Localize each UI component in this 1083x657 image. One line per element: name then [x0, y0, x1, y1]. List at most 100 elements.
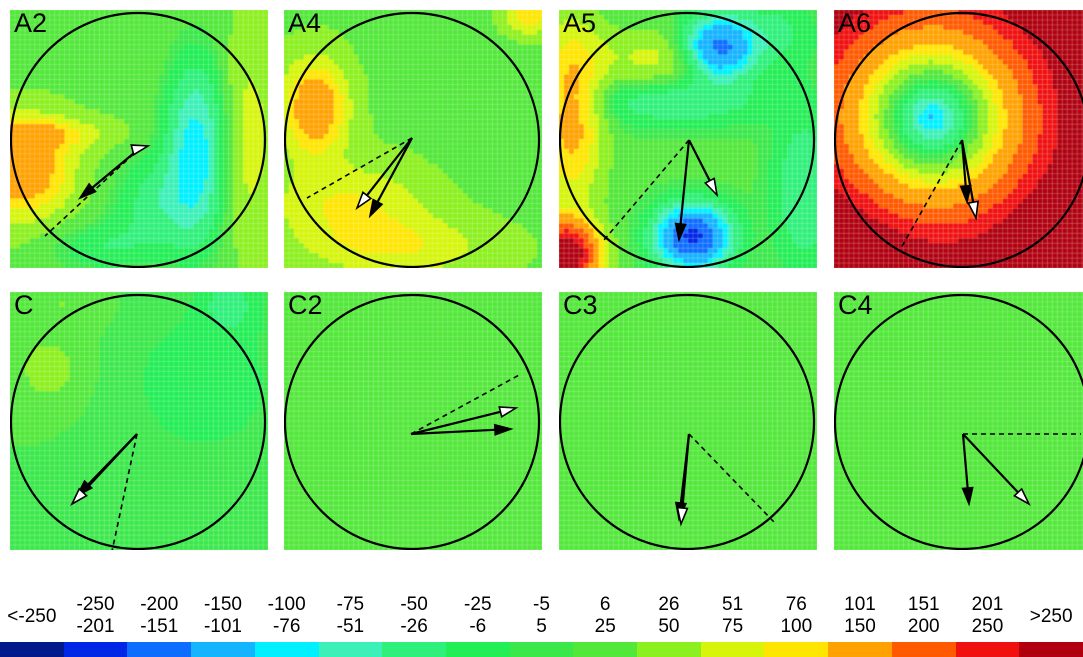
arrow-head: [967, 200, 980, 221]
heatmap-grid: [559, 10, 817, 268]
legend-swatch: [1019, 642, 1083, 657]
arrow-shaft: [960, 139, 975, 203]
arrow-head: [959, 184, 972, 205]
arrow-head: [1013, 487, 1031, 506]
legend-range-bottom: 50: [658, 616, 680, 637]
panel-label: A4: [288, 10, 322, 38]
vector-overlay: [10, 293, 267, 550]
legend-range-bottom: -6: [469, 616, 487, 637]
legend-range-top: 151: [907, 594, 940, 615]
open-arrow: [676, 433, 691, 527]
vector-overlay: [284, 11, 541, 268]
arrow-shaft: [679, 139, 691, 225]
arrow-shaft: [366, 137, 413, 197]
arrow-shaft: [962, 433, 1019, 494]
boundary-circle: [284, 293, 541, 550]
legend-range-bottom: 250: [971, 616, 1004, 637]
open-arrow: [130, 144, 151, 156]
panel-label: C3: [563, 292, 598, 320]
legend-swatch: [382, 642, 447, 657]
boundary-circle: [834, 293, 1083, 550]
legend-range-top: >250: [1029, 606, 1073, 627]
solid-arrow: [77, 147, 141, 200]
arrow-head: [493, 423, 514, 436]
contour-panel-a6: A6: [834, 10, 1083, 268]
legend-range-top: 101: [844, 594, 876, 615]
legend-range-top: -200: [140, 594, 179, 615]
legend-range-bottom: 100: [780, 616, 813, 637]
arrow-shaft: [82, 433, 138, 494]
open-arrow: [410, 406, 519, 436]
heatmap-grid: [284, 10, 542, 268]
vector-overlay: [834, 11, 1083, 268]
legend-range-top: 76: [785, 594, 807, 615]
arrow-shaft: [688, 139, 711, 182]
contour-panel-c: C: [10, 292, 268, 550]
legend-range-bottom: -76: [272, 616, 301, 637]
legend-range-bottom: -151: [140, 616, 179, 637]
vector-overlay: [559, 293, 816, 550]
panel-label: C2: [288, 292, 323, 320]
arrow-shaft: [91, 147, 141, 189]
legend-swatch: [700, 642, 765, 657]
vector-overlay: [284, 293, 541, 550]
arrow-head: [676, 506, 689, 527]
legend-range-top: -25: [464, 594, 492, 615]
legend-swatch: [637, 642, 702, 657]
arrow-head: [368, 198, 384, 219]
heatmap-grid: [834, 292, 1083, 550]
legend-range-top: -5: [533, 594, 550, 615]
legend-range-top: 26: [658, 594, 680, 615]
legend-range-top: -250: [76, 594, 115, 615]
heatmap-grid: [10, 292, 268, 550]
open-arrow: [962, 433, 1031, 506]
solid-arrow: [961, 433, 974, 507]
boundary-circle: [10, 11, 267, 268]
heatmap-grid: [559, 292, 817, 550]
legend-swatch: [127, 642, 192, 657]
vector-overlay: [834, 293, 1083, 550]
arrow-shaft: [376, 137, 413, 203]
legend-range-bottom: -51: [336, 616, 365, 637]
solid-arrow: [674, 139, 691, 243]
legend-swatch: [63, 642, 128, 657]
arrow-shaft: [410, 410, 501, 436]
solid-arrow: [368, 137, 413, 219]
dashed-reference-line: [899, 139, 963, 251]
dashed-reference-line: [306, 137, 413, 199]
heatmap-grid: [10, 10, 268, 268]
legend-swatch: [0, 642, 65, 657]
arrow-head: [703, 177, 719, 198]
panel-label: A5: [563, 10, 597, 38]
legend-range-top: -100: [267, 594, 306, 615]
boundary-circle: [284, 11, 541, 268]
legend-swatch: [955, 642, 1020, 657]
panel-label: A6: [838, 10, 872, 38]
heatmap-grid: [834, 10, 1083, 268]
solid-arrow: [410, 423, 514, 436]
arrow-head: [961, 486, 974, 507]
legend-range-bottom: 25: [594, 616, 616, 637]
legend-range-top: -50: [400, 594, 428, 615]
panel-label: C: [14, 292, 34, 320]
heatmap-grid: [284, 292, 542, 550]
contour-panel-c3: C3: [559, 292, 817, 550]
contour-panel-c2: C2: [284, 292, 542, 550]
open-arrow: [355, 137, 413, 211]
vector-overlay: [10, 11, 267, 268]
legend-swatch: [254, 642, 320, 657]
open-arrow: [960, 139, 980, 221]
dashed-reference-line: [111, 433, 138, 550]
arrow-shaft: [961, 433, 969, 489]
panel-label: C4: [838, 292, 873, 320]
panel-label: A2: [14, 10, 48, 38]
color-legend: <-250 -250 -201 -200 -151 -150 -101 -100 -76 -75-…: [0, 592, 1083, 657]
legend-swatch: [828, 642, 893, 657]
boundary-circle: [834, 11, 1083, 268]
legend-range-top: 201: [971, 594, 1004, 615]
contour-panel-c4: C4: [834, 292, 1083, 550]
legend-range-top: 6: [599, 594, 611, 615]
arrow-head: [498, 406, 519, 418]
arrow-shaft: [681, 433, 691, 509]
